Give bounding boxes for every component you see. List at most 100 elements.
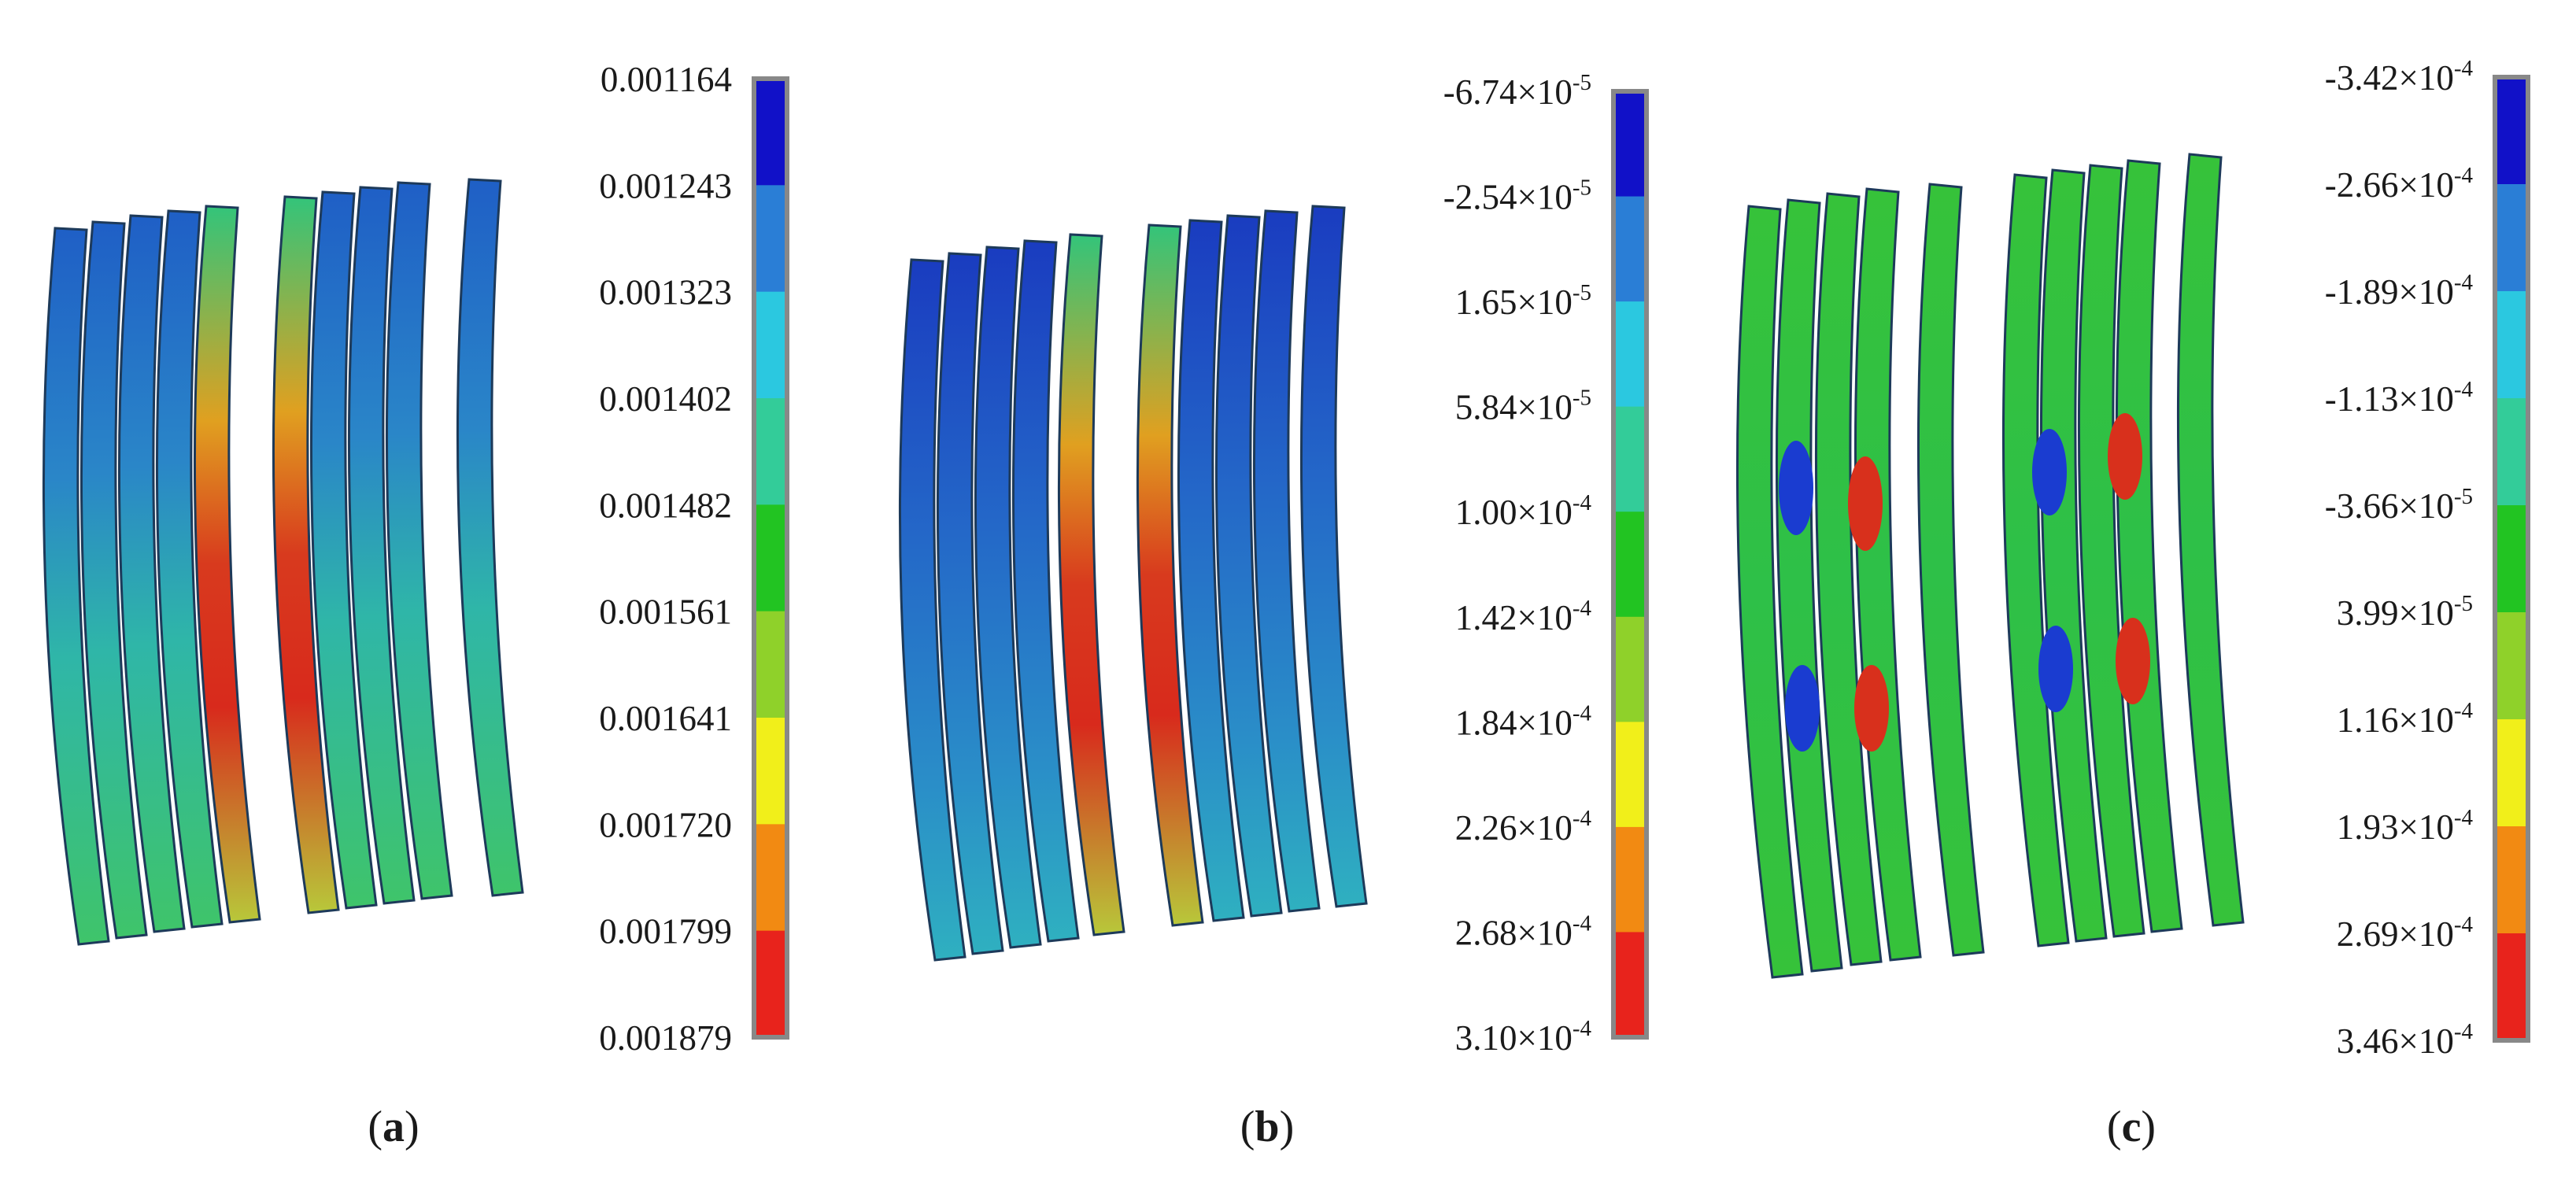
colorbar-tick-label: 1.16×10-4 — [2337, 698, 2474, 740]
segment-strip — [1011, 239, 1080, 943]
colorbar-band — [2495, 719, 2528, 827]
colorbar-band — [754, 291, 787, 399]
segment-strip — [309, 190, 378, 910]
colorbar-tick-label: 1.93×10-4 — [2337, 805, 2474, 847]
segment-strip — [1853, 187, 1922, 962]
contour-blob-red — [2116, 618, 2150, 704]
colorbar-band — [1613, 512, 1646, 618]
colorbar-tick-label: 3.10×10-4 — [1455, 1016, 1592, 1058]
colorbar-band — [1613, 406, 1646, 512]
segment-strip — [2115, 159, 2183, 933]
colorbar-a — [752, 76, 789, 1040]
colorbar-tick-label: 1.84×10-4 — [1455, 700, 1592, 742]
colorbar-b — [1611, 89, 1649, 1040]
contour-blob-red — [1854, 665, 1889, 752]
segment-strip-hot — [1057, 233, 1125, 936]
colorbar-tick-label: 0.001561 — [599, 593, 732, 632]
contour-blob-blue — [2032, 429, 2067, 515]
colorbar-band — [1613, 301, 1646, 408]
colorbar-tick-label: 1.00×10-4 — [1455, 490, 1592, 532]
colorbar-band — [2495, 612, 2528, 720]
segment-strip-hot — [272, 195, 340, 914]
contour-blob-blue — [1785, 665, 1820, 752]
colorbar-tick-label: -3.42×10-4 — [2325, 56, 2474, 98]
colorbar-tick-label: 0.001879 — [599, 1018, 732, 1058]
colorbar-tick-label: 0.001323 — [599, 273, 732, 312]
segment-strip — [42, 227, 110, 946]
colorbar-frame — [752, 76, 789, 1040]
colorbar-tick-label: 1.65×10-5 — [1455, 280, 1591, 322]
colorbar-c-ticks: -3.42×10-4 -2.66×10-4 -1.89×10-4 -1.13×10-4… — [2325, 56, 2474, 1061]
colorbar-tick-label: 0.001641 — [599, 699, 732, 738]
colorbar-a-ticks: 0.001164 0.001243 0.001323 0.001402 0.001482… — [599, 60, 732, 1058]
colorbar-tick-label: 0.001164 — [601, 60, 732, 99]
panel-label-c: (c) — [2107, 1103, 2156, 1151]
colorbar-band — [1613, 616, 1646, 722]
colorbar-tick-label: 0.001402 — [599, 379, 732, 419]
colorbar-tick-label: 2.26×10-4 — [1455, 806, 1592, 848]
colorbar-band — [754, 718, 787, 825]
colorbar-band — [1613, 826, 1646, 933]
panel-label-b: (b) — [1240, 1103, 1294, 1151]
colorbar-b-ticks: -6.74×10-5 -2.54×10-5 1.65×10-5 5.84×10-5 1.… — [1443, 70, 1592, 1058]
segment-strip — [456, 178, 524, 897]
panel-a-model — [42, 178, 524, 946]
segment-strip-hot — [193, 205, 261, 924]
segment-strip — [2077, 164, 2145, 938]
colorbar-tick-label: 0.001482 — [599, 486, 732, 525]
segment-strip-hot — [1136, 223, 1204, 927]
colorbar-band — [2495, 77, 2528, 185]
segment-strip — [1916, 183, 1985, 957]
segment-strip — [2176, 153, 2245, 927]
colorbar-tick-label: 0.001799 — [599, 912, 732, 951]
colorbar-frame — [1611, 89, 1649, 1040]
segment-strip — [347, 186, 416, 905]
segment-strip — [1214, 214, 1283, 918]
colorbar-band — [754, 930, 787, 1038]
colorbar-tick-label: -2.66×10-4 — [2325, 163, 2474, 205]
colorbar-band — [754, 185, 787, 293]
colorbar-tick-label: 0.001720 — [599, 805, 732, 844]
colorbar-band — [2495, 826, 2528, 934]
colorbar-band — [1613, 91, 1646, 198]
colorbar-band — [754, 398, 787, 505]
colorbar-band — [1613, 196, 1646, 302]
colorbar-tick-label: -3.66×10-5 — [2325, 484, 2473, 526]
segment-strip — [385, 181, 453, 900]
colorbar-tick-label: 3.46×10-4 — [2337, 1019, 2474, 1061]
colorbar-band — [2495, 184, 2528, 292]
contour-blob-red — [1848, 456, 1883, 551]
segment-strip — [974, 246, 1042, 949]
colorbar-band — [1613, 722, 1646, 828]
colorbar-band — [754, 824, 787, 932]
segment-strip — [898, 258, 966, 962]
colorbar-tick-label: 1.42×10-4 — [1455, 596, 1592, 637]
contour-blob-blue — [1779, 441, 1813, 535]
colorbar-band — [2495, 505, 2528, 613]
colorbar-c — [2493, 75, 2530, 1043]
colorbar-tick-label: 2.69×10-4 — [2337, 912, 2474, 954]
colorbar-tick-label: -2.54×10-5 — [1443, 175, 1591, 217]
colorbar-band — [754, 611, 787, 718]
colorbar-tick-label: 2.68×10-4 — [1455, 911, 1592, 952]
colorbar-frame — [2493, 75, 2530, 1043]
colorbar-tick-label: 3.99×10-5 — [2337, 591, 2473, 633]
segment-strip — [117, 214, 186, 933]
segment-strip — [1177, 219, 1245, 922]
contour-blob-blue — [2038, 626, 2073, 712]
segment-strip — [1735, 205, 1804, 979]
contour-blob-red — [2108, 413, 2142, 500]
colorbar-band — [2495, 291, 2528, 399]
colorbar-band — [1613, 932, 1646, 1038]
segment-strip — [1299, 205, 1368, 908]
segment-strip — [1252, 209, 1321, 913]
colorbar-band — [754, 79, 787, 186]
panel-label-a: (a) — [368, 1103, 419, 1151]
colorbar-tick-label: 0.001243 — [599, 166, 732, 205]
segment-strip — [155, 209, 224, 929]
segment-strip — [1814, 192, 1883, 966]
segment-strip — [936, 252, 1004, 955]
colorbar-band — [754, 504, 787, 612]
colorbar-tick-label: -1.89×10-4 — [2325, 270, 2474, 312]
